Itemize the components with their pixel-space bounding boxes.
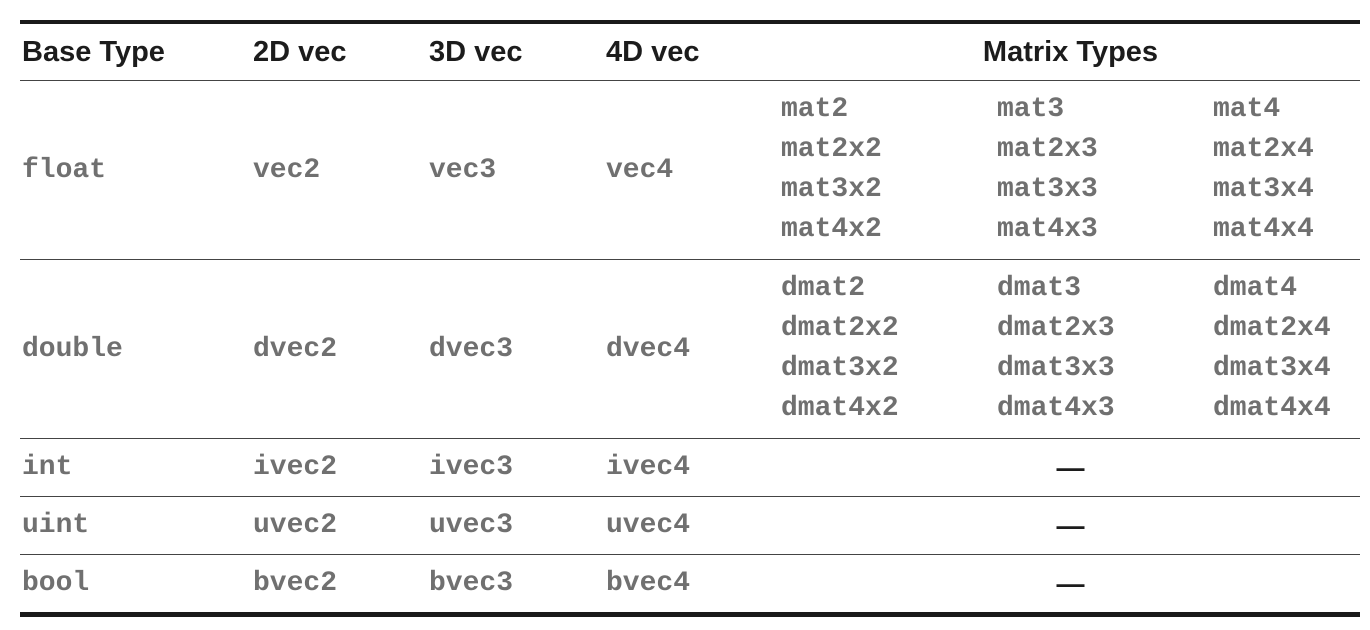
vec3-cell: uvec3 xyxy=(429,510,514,541)
base-type-cell: bool xyxy=(22,568,90,599)
table-row: uint uvec2 uvec3 uvec4 — xyxy=(20,497,1360,555)
vec2-cell: vec2 xyxy=(253,154,321,186)
matrix-type: mat4x4 xyxy=(1213,214,1314,245)
matrix-types-cell: mat2 mat3 mat4 mat2x2 mat2x3 mat2x4 mat3… xyxy=(779,81,1360,260)
matrix-type: dmat3x3 xyxy=(997,353,1115,384)
matrix-type: mat3x2 xyxy=(781,174,882,205)
no-matrix-dash: — xyxy=(1056,451,1085,483)
vec2-cell: uvec2 xyxy=(253,510,338,541)
matrix-type: dmat4x3 xyxy=(997,393,1115,424)
matrix-type: mat4 xyxy=(1213,94,1281,125)
matrix-type: dmat2x3 xyxy=(997,313,1115,344)
matrix-types-cell: — xyxy=(779,555,1360,615)
no-matrix-dash: — xyxy=(1056,509,1085,541)
matrix-type: mat3x4 xyxy=(1213,174,1314,205)
matrix-type: dmat3x4 xyxy=(1213,353,1331,384)
no-matrix-dash: — xyxy=(1056,567,1085,599)
vec3-cell: dvec3 xyxy=(429,333,514,365)
matrix-type: mat3x3 xyxy=(997,174,1098,205)
table-row: bool bvec2 bvec3 bvec4 — xyxy=(20,555,1360,615)
matrix-type: mat4x3 xyxy=(997,214,1098,245)
vec4-cell: dvec4 xyxy=(606,333,691,365)
matrix-grid: mat2 mat3 mat4 mat2x2 mat2x3 mat2x4 mat3… xyxy=(781,90,1360,250)
matrix-type: dmat2x2 xyxy=(781,313,899,344)
header-3d-vec: 3D vec xyxy=(429,35,523,68)
vec4-cell: uvec4 xyxy=(606,510,691,541)
base-type-cell: float xyxy=(22,154,107,186)
header-matrix-types: Matrix Types xyxy=(982,35,1159,68)
matrix-types-cell: dmat2 dmat3 dmat4 dmat2x2 dmat2x3 dmat2x… xyxy=(779,260,1360,439)
vec2-cell: ivec2 xyxy=(253,452,338,483)
matrix-type: mat3 xyxy=(997,94,1065,125)
table-row: double dvec2 dvec3 dvec4 dmat2 dmat3 dma… xyxy=(20,260,1360,439)
vec3-cell: bvec3 xyxy=(429,568,514,599)
matrix-type: dmat3x2 xyxy=(781,353,899,384)
matrix-grid: dmat2 dmat3 dmat4 dmat2x2 dmat2x3 dmat2x… xyxy=(781,269,1360,429)
glsl-types-table: Base Type 2D vec 3D vec 4D vec Matrix Ty… xyxy=(20,20,1360,617)
matrix-type: dmat4x4 xyxy=(1213,393,1331,424)
matrix-type: mat2x3 xyxy=(997,134,1098,165)
vec4-cell: bvec4 xyxy=(606,568,691,599)
vec4-cell: ivec4 xyxy=(606,452,691,483)
vec4-cell: vec4 xyxy=(606,154,674,186)
matrix-type: dmat4x2 xyxy=(781,393,899,424)
vec2-cell: dvec2 xyxy=(253,333,338,365)
base-type-cell: uint xyxy=(22,510,90,541)
matrix-types-cell: — xyxy=(779,439,1360,497)
vec3-cell: vec3 xyxy=(429,154,497,186)
base-type-cell: double xyxy=(22,333,123,365)
table-row: float vec2 vec3 vec4 mat2 mat3 mat4 mat2… xyxy=(20,81,1360,260)
header-base-type: Base Type xyxy=(22,35,165,68)
matrix-type: mat2x2 xyxy=(781,134,882,165)
matrix-type: dmat3 xyxy=(997,273,1082,304)
header-row: Base Type 2D vec 3D vec 4D vec Matrix Ty… xyxy=(20,22,1360,81)
matrix-type: dmat4 xyxy=(1213,273,1298,304)
matrix-type: mat2 xyxy=(781,94,849,125)
base-type-cell: int xyxy=(22,452,73,483)
matrix-type: mat2x4 xyxy=(1213,134,1314,165)
vec3-cell: ivec3 xyxy=(429,452,514,483)
vec2-cell: bvec2 xyxy=(253,568,338,599)
header-2d-vec: 2D vec xyxy=(253,35,347,68)
table-row: int ivec2 ivec3 ivec4 — xyxy=(20,439,1360,497)
matrix-type: dmat2x4 xyxy=(1213,313,1331,344)
matrix-type: mat4x2 xyxy=(781,214,882,245)
matrix-types-cell: — xyxy=(779,497,1360,555)
matrix-type: dmat2 xyxy=(781,273,866,304)
header-4d-vec: 4D vec xyxy=(606,35,700,68)
